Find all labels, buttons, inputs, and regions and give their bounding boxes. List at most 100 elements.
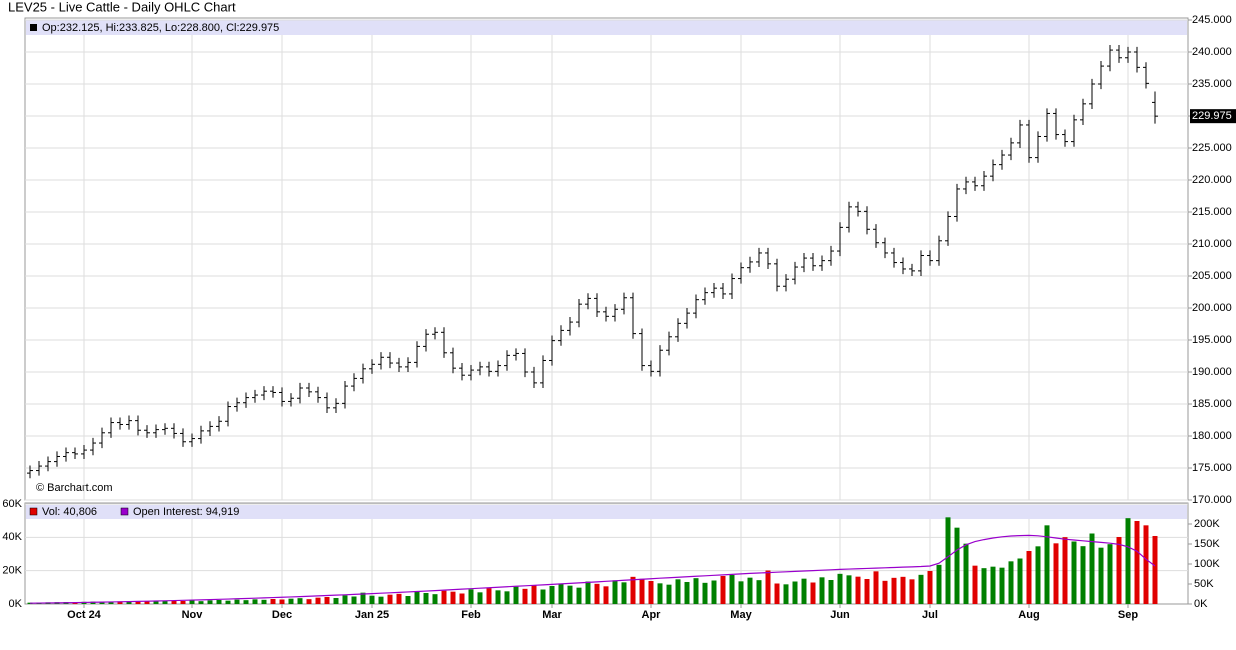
volume-bar (882, 580, 888, 604)
volume-bar (27, 602, 33, 604)
volume-bar (1134, 521, 1140, 604)
x-tick-label: Apr (642, 609, 662, 621)
volume-bar (729, 575, 735, 604)
volume-bar (477, 592, 483, 604)
volume-bar (405, 596, 411, 604)
volume-bar (1107, 544, 1113, 604)
volume-bar (486, 588, 492, 604)
volume-bar (567, 585, 573, 604)
volume-bar (909, 579, 915, 604)
volume-bar (342, 595, 348, 604)
x-tick-label: Jul (922, 609, 938, 621)
legend-band (26, 505, 1187, 519)
legend-volume: Vol: 40,806 (42, 506, 97, 518)
volume-bar (1044, 525, 1050, 604)
volume-bar (720, 576, 726, 604)
y-tick-label: 235.000 (1192, 78, 1232, 90)
volume-bar (378, 596, 384, 604)
legend-band (26, 20, 1187, 35)
legend-ohlc: Op:232.125, Hi:233.825, Lo:228.800, Cl:2… (42, 22, 279, 34)
volume-bar (261, 599, 267, 604)
volume-bar (576, 587, 582, 604)
chart-title: LEV25 - Live Cattle - Daily OHLC Chart (8, 0, 236, 14)
y2-tick-label: 200K (1194, 518, 1220, 530)
volume-bar (126, 601, 132, 604)
volume-bar (234, 599, 240, 604)
volume-bar (774, 583, 780, 604)
volume-bar (468, 589, 474, 604)
y2-tick-label: 50K (1194, 578, 1214, 590)
volume-bar (333, 598, 339, 604)
volume-bar (1152, 535, 1158, 604)
volume-bar (756, 580, 762, 604)
volume-bar (288, 598, 294, 604)
volume-bar (504, 591, 510, 604)
y-tick-label: 195.000 (1192, 334, 1232, 346)
volume-bar (891, 577, 897, 604)
y2-tick-label: 150K (1194, 538, 1220, 550)
volume-bar (954, 527, 960, 604)
volume-bar (171, 600, 177, 604)
volume-bar (207, 600, 213, 604)
volume-bar (1071, 541, 1077, 604)
volume-bar (792, 581, 798, 604)
volume-bar (1116, 537, 1122, 604)
volume-bar (252, 599, 258, 604)
volume-bar (981, 568, 987, 604)
volume-bar (108, 601, 114, 604)
volume-bar (135, 601, 141, 604)
open-interest-line (29, 534, 1156, 604)
volume-bar (684, 582, 690, 604)
volume-bar (900, 576, 906, 604)
volume-bar (423, 593, 429, 604)
legend-swatch (120, 507, 129, 516)
volume-bar (432, 594, 438, 604)
x-tick-label: Feb (461, 609, 481, 621)
volume-bar (351, 596, 357, 604)
x-tick-label: Dec (272, 609, 292, 621)
volume-bar (666, 584, 672, 604)
y2-tick-label: 100K (1194, 558, 1220, 570)
volume-bar (396, 593, 402, 604)
y-tick-label: 180.000 (1192, 430, 1232, 442)
volume-bar (990, 566, 996, 604)
x-tick-label: Jan 25 (355, 609, 389, 621)
volume-bar (243, 600, 249, 604)
volume-bar (819, 577, 825, 604)
volume-bar (270, 599, 276, 604)
volume-bar (594, 583, 600, 604)
volume-bar (540, 589, 546, 604)
volume-bar (513, 586, 519, 604)
volume-bar (837, 573, 843, 604)
x-tick-label: Aug (1018, 609, 1039, 621)
y-tick-label: 215.000 (1192, 206, 1232, 218)
y-tick-label: 245.000 (1192, 14, 1232, 26)
volume-bar (180, 601, 186, 604)
last-price-label: 229.975 (1192, 110, 1232, 122)
x-tick-label: Oct 24 (67, 609, 102, 621)
volume-bar (225, 600, 231, 604)
volume-bar (765, 570, 771, 604)
volume-bar (612, 580, 618, 604)
volume-bar (387, 594, 393, 604)
volume-bar (558, 583, 564, 604)
y-tick-label: 200.000 (1192, 302, 1232, 314)
x-tick-label: Sep (1118, 609, 1138, 621)
volume-bar (315, 597, 321, 604)
volume-bar (927, 571, 933, 604)
volume-bar (360, 592, 366, 604)
volume-bar (648, 581, 654, 604)
legend-open-interest: Open Interest: 94,919 (133, 506, 239, 518)
y-tick-label: 0K (9, 598, 23, 610)
legend-swatch (30, 24, 37, 31)
volume-bar (936, 564, 942, 604)
y-tick-label: 60K (2, 498, 22, 510)
volume-bar (306, 599, 312, 604)
legend-swatch (29, 507, 38, 516)
y-tick-label: 40K (2, 531, 22, 543)
volume-bar (531, 585, 537, 604)
volume-bar (621, 582, 627, 604)
volume-bar (639, 578, 645, 604)
volume-bar (189, 600, 195, 604)
